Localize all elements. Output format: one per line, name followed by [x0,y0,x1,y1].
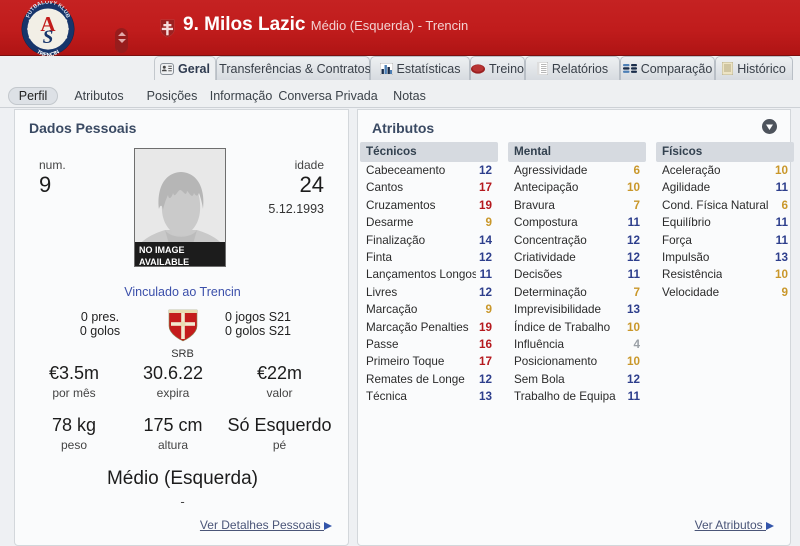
svg-text:S: S [43,27,54,48]
